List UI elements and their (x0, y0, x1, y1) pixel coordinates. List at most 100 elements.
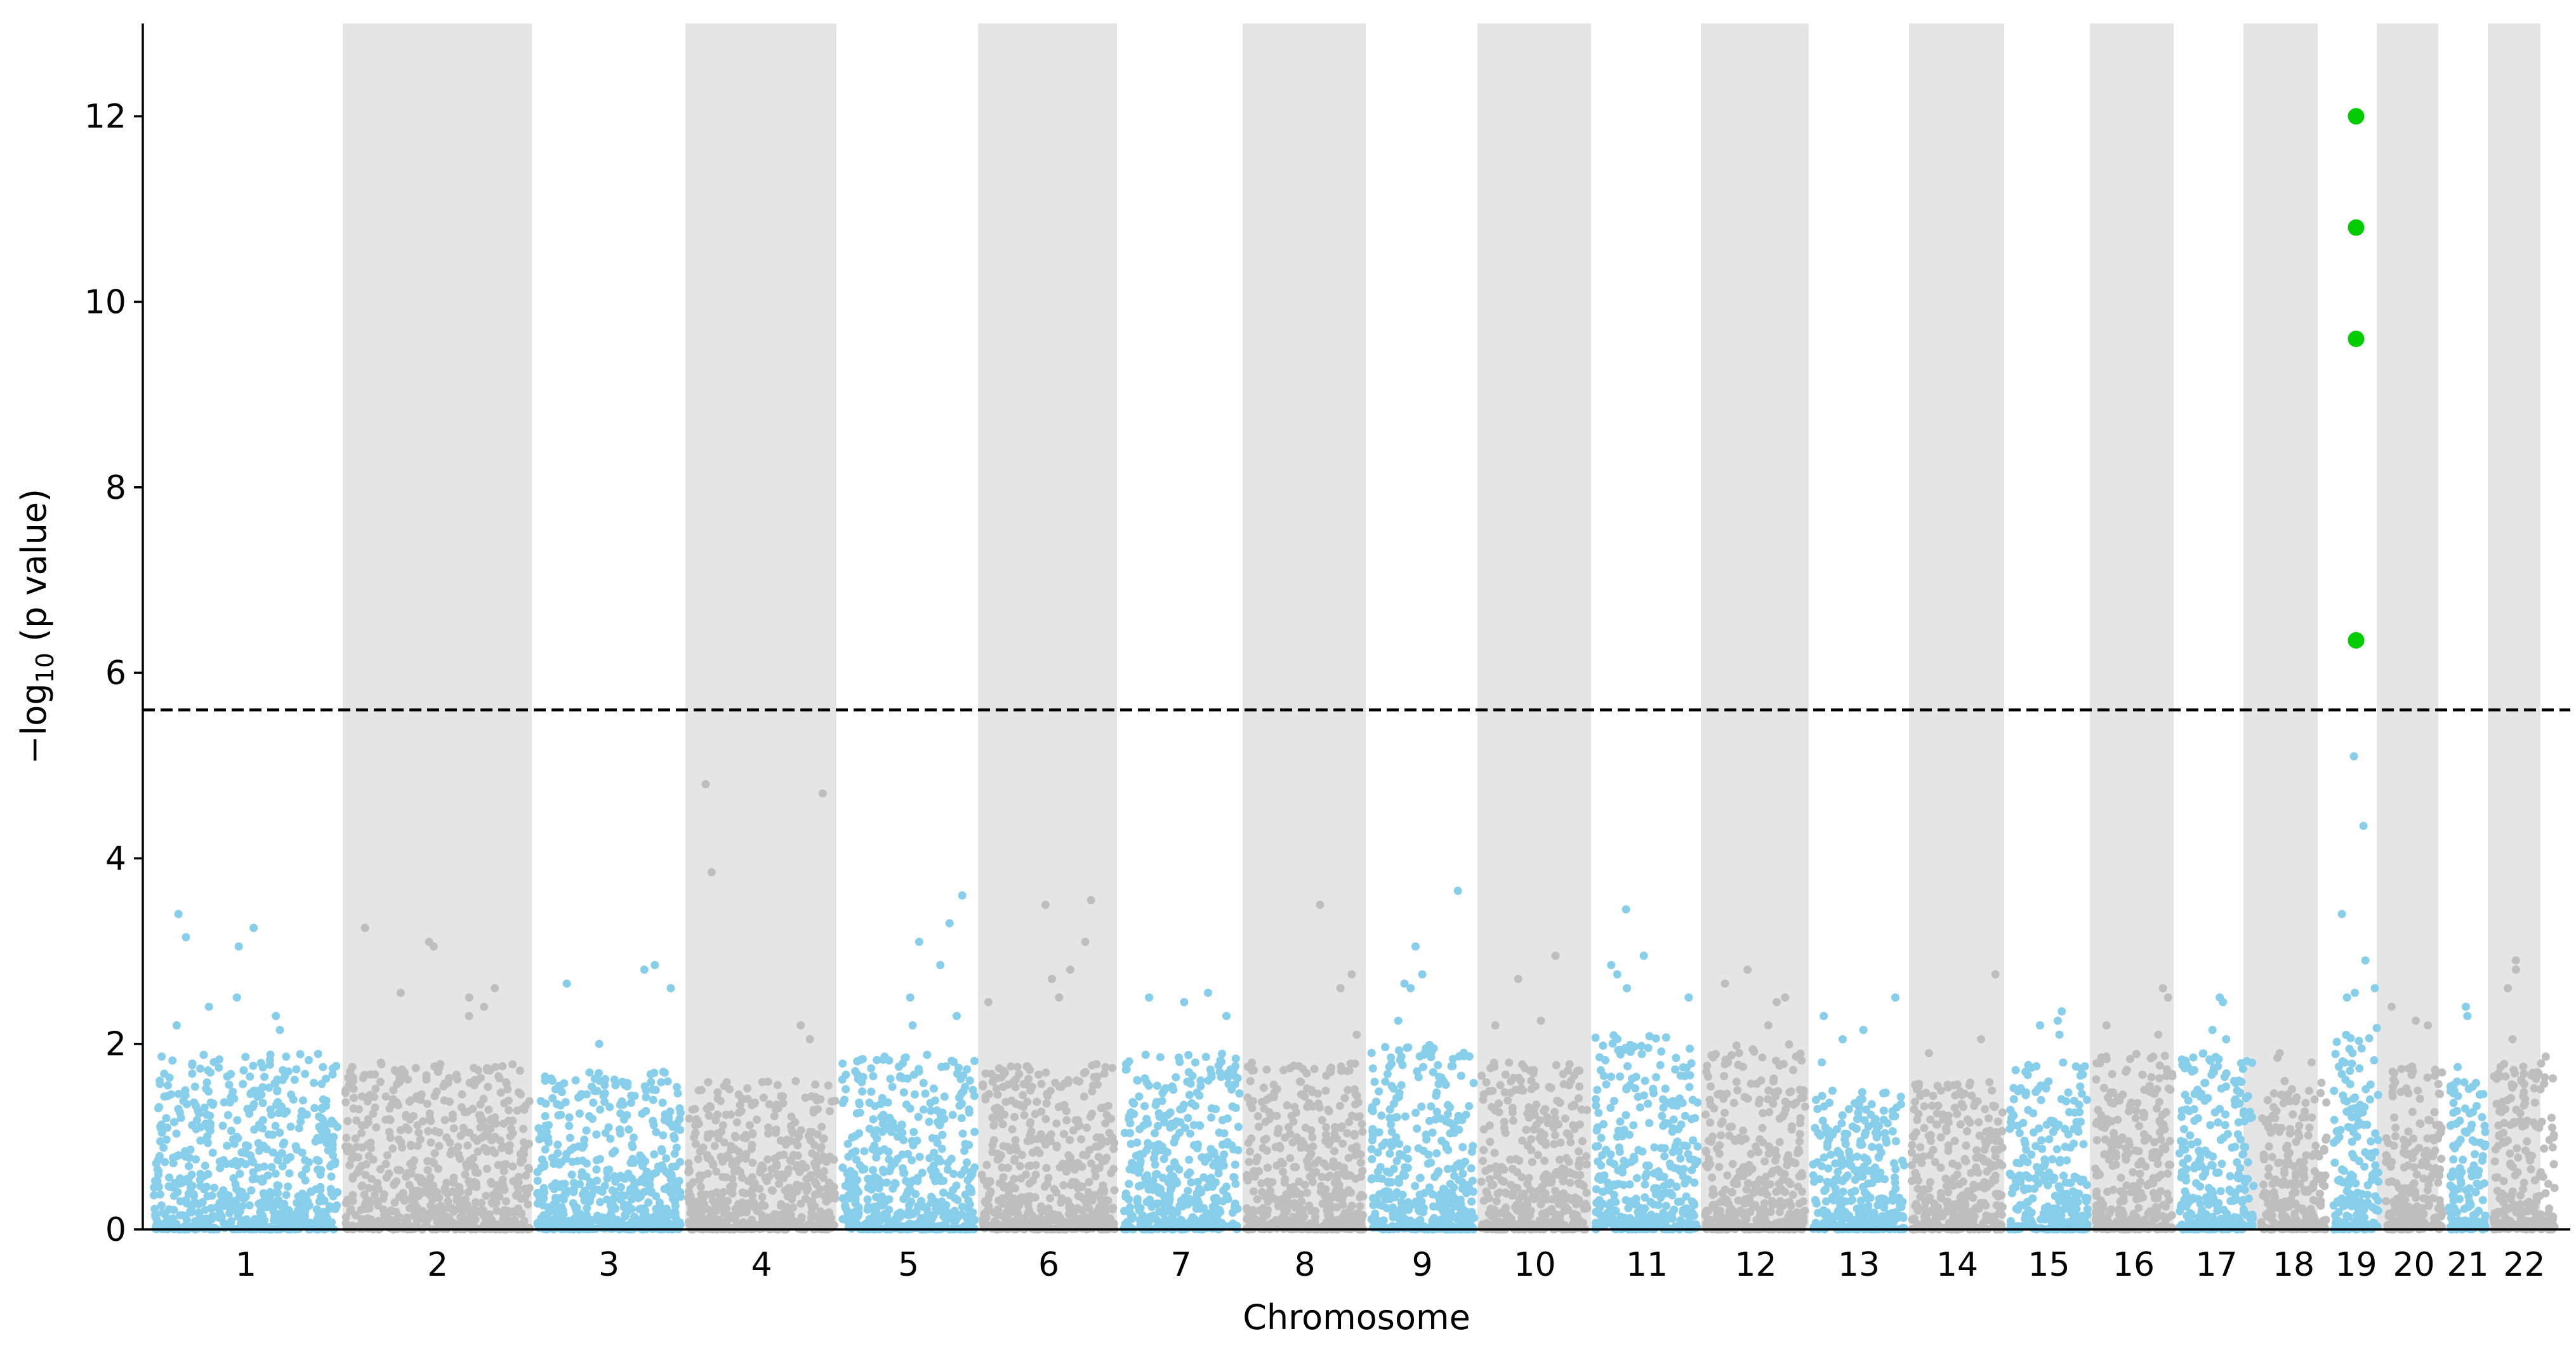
snp-point (1033, 1146, 1041, 1155)
snp-point (813, 1168, 822, 1177)
snp-point (1186, 1079, 1195, 1088)
snp-point (660, 1068, 669, 1077)
snp-point (600, 1097, 609, 1106)
snp-point (162, 1114, 171, 1123)
snp-point (755, 1184, 764, 1193)
snp-point (575, 1109, 584, 1118)
snp-point (454, 1142, 463, 1151)
snp-point (1523, 1179, 1532, 1188)
snp-point (616, 1183, 625, 1191)
snp-point (838, 1059, 847, 1068)
snp-point (1290, 1186, 1298, 1195)
snp-point (649, 1121, 658, 1130)
snp-point (1427, 1102, 1436, 1111)
snp-point (851, 1067, 860, 1076)
snp-point (869, 1166, 877, 1174)
snp-point (582, 1126, 591, 1135)
snp-point (1164, 1110, 1173, 1119)
snp-point (414, 1128, 423, 1137)
snp-point (1497, 1176, 1506, 1185)
snp-point (908, 1156, 916, 1165)
snp-point (710, 1199, 719, 1208)
snp-point (360, 1190, 369, 1199)
snp-point (1345, 1066, 1354, 1075)
snp-point (734, 1147, 743, 1156)
snp-point (1430, 1172, 1439, 1181)
snp-point (1462, 1110, 1470, 1119)
snp-point (711, 1207, 720, 1215)
snp-point (491, 1191, 499, 1200)
snp-point (153, 1165, 162, 1174)
snp-point (795, 1132, 803, 1141)
snp-point (774, 1179, 783, 1188)
snp-point (737, 1107, 746, 1116)
snp-point (1260, 1192, 1269, 1201)
snp-point (770, 1112, 779, 1120)
snp-point (939, 1188, 948, 1197)
snp-point (357, 1215, 366, 1224)
snp-point (1385, 1139, 1394, 1148)
snp-point (926, 1099, 935, 1108)
snp-point (1508, 1165, 1517, 1174)
snp-point (600, 1081, 609, 1090)
snp-point (249, 1100, 258, 1109)
snp-point (1530, 1111, 1539, 1120)
snp-point (602, 1195, 611, 1204)
snp-point (927, 1106, 935, 1115)
snp-point (878, 1120, 887, 1128)
snp-point (1508, 1104, 1517, 1112)
snp-point (456, 1188, 465, 1196)
snp-point (404, 1125, 413, 1134)
snp-point (707, 868, 716, 877)
snp-point (949, 1170, 958, 1178)
snp-point (164, 1182, 173, 1191)
snp-point (1213, 1211, 1222, 1220)
snp-point (513, 1189, 522, 1198)
snp-point (960, 1166, 969, 1175)
snp-point (1371, 1097, 1380, 1106)
snp-point (958, 1129, 967, 1138)
snp-point (961, 1139, 970, 1148)
snp-point (982, 1181, 991, 1189)
snp-point (394, 1135, 403, 1144)
snp-point (541, 1072, 550, 1081)
snp-point (1229, 1219, 1238, 1228)
snp-point (1090, 1073, 1099, 1082)
snp-point (383, 1151, 392, 1160)
snp-point (520, 1217, 529, 1226)
snp-point (1243, 1206, 1252, 1215)
snp-point (796, 1021, 805, 1029)
snp-point (192, 1155, 200, 1164)
snp-point (1255, 1167, 1264, 1175)
snp-point (344, 1073, 353, 1082)
snp-point (203, 1139, 212, 1148)
snp-point (1379, 1188, 1388, 1197)
snp-point (168, 1056, 177, 1065)
snp-point (797, 1213, 806, 1222)
snp-point (423, 1189, 432, 1198)
snp-point (1185, 1155, 1194, 1164)
snp-point (676, 1125, 685, 1134)
snp-point (161, 1158, 169, 1167)
snp-point (1246, 1147, 1255, 1156)
snp-point (979, 1082, 987, 1090)
snp-point (533, 1188, 542, 1197)
snp-point (249, 1061, 258, 1070)
snp-point (1100, 1069, 1109, 1078)
snp-point (991, 1104, 1000, 1113)
snp-point (863, 1195, 872, 1204)
snp-point (1486, 1204, 1495, 1213)
snp-point (583, 1210, 591, 1219)
snp-point (204, 1123, 213, 1132)
snp-point (826, 1107, 834, 1116)
snp-point (1543, 1113, 1552, 1122)
snp-point (1283, 1101, 1291, 1109)
snp-point (500, 1186, 509, 1194)
snp-point (1368, 1107, 1377, 1116)
snp-point (1281, 1134, 1290, 1142)
snp-point (1034, 1070, 1043, 1079)
snp-point (1206, 1065, 1215, 1074)
snp-point (902, 1190, 911, 1199)
snp-point (411, 1064, 420, 1073)
snp-point (1440, 1216, 1449, 1225)
